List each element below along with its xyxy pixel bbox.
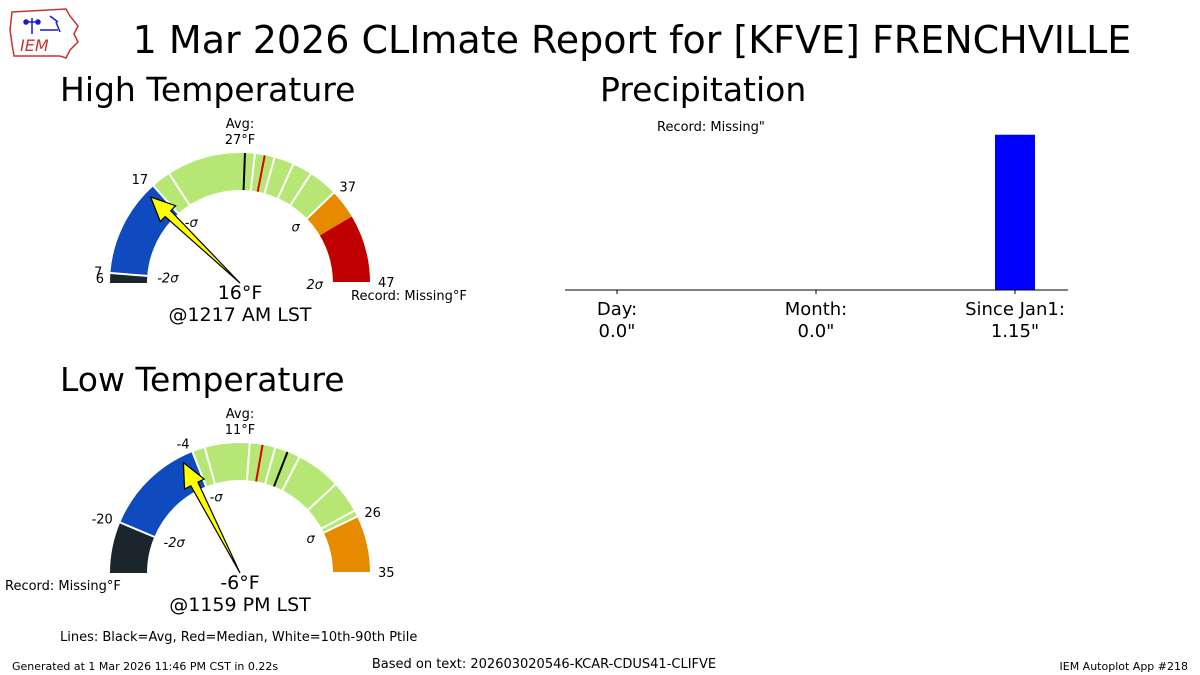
- low-temp-title: Low Temperature: [60, 360, 345, 399]
- gauge-low-needle: [182, 461, 241, 574]
- footer-app: IEM Autoplot App #218: [1060, 660, 1189, 673]
- gauge-low-percentile-line: [321, 509, 355, 530]
- precip-value-label: 1.15": [991, 321, 1039, 342]
- page-title: 1 Mar 2026 CLImate Report for [KFVE] FRE…: [133, 18, 1132, 62]
- gauge-low-tick-label: 26: [364, 506, 381, 521]
- gauge-low-boundary-line: [119, 521, 155, 538]
- footer-generated: Generated at 1 Mar 2026 11:46 PM CST in …: [12, 660, 278, 673]
- gauge-high-avg-label: Avg:: [226, 117, 254, 132]
- gauge-low-avg-value-label: 11°F: [225, 423, 256, 438]
- gauge-low-tick-label: -4: [177, 438, 190, 453]
- precip-category-label: Since Jan1:: [965, 299, 1065, 320]
- gauge-low-sigma-label: -σ: [210, 491, 224, 506]
- gauge-low-tick-label: 35: [378, 566, 395, 581]
- precip-bar: [995, 134, 1035, 290]
- gauge-low-segment-blue: [120, 451, 207, 537]
- gauge-high-sigma-label: σ: [292, 220, 301, 235]
- precip-bar-chart: Day:0.0"Month:0.0"Since Jan1:1.15": [565, 134, 1068, 342]
- gauge-low-segment-orange: [323, 516, 370, 573]
- gauge-low-avg-line: [273, 451, 289, 487]
- high-temp-gauge: Avg:27°F 7 17 37 47 6 -2σ -σ σ 2σ 16°F@1217 AM LST…: [94, 117, 467, 326]
- gauge-high-boundary-line: [152, 185, 179, 215]
- precip-title: Precipitation: [600, 70, 806, 109]
- gauge-low-segment-dark: [110, 522, 155, 573]
- gauge-low-time-label: @1159 PM LST: [169, 594, 311, 616]
- gauge-low-percentile-line: [203, 447, 216, 484]
- gauge-low-boundary-line: [323, 515, 358, 534]
- gauge-high-tick-label: 17: [132, 173, 149, 188]
- gauge-high-needle: [149, 196, 241, 284]
- gauge-low-percentile-line: [281, 456, 301, 491]
- gauge-low-median-line: [255, 444, 264, 482]
- precip-value-label: 0.0": [798, 321, 835, 342]
- high-temp-title: High Temperature: [60, 70, 355, 109]
- gauge-high-tick-label: 37: [339, 180, 356, 195]
- gauge-high-avg-value-label: 27°F: [225, 133, 256, 148]
- logo-text: IEM: [20, 36, 49, 55]
- gauge-high-percentile-line: [168, 173, 191, 206]
- footer-source: Based on text: 202603020546-KCAR-CDUS41-…: [372, 657, 716, 672]
- weather-station-icon: [23, 15, 61, 34]
- gauge-low-percentile-line: [264, 447, 277, 484]
- gauge-low-tick-label: -20: [92, 512, 113, 527]
- gauge-high-sigma-label: -σ: [185, 216, 199, 231]
- gauge-high-time-label: @1217 AM LST: [168, 304, 311, 326]
- gauge-high-percentile-line: [249, 153, 256, 191]
- gauge-high-tick-label: 7: [94, 265, 102, 280]
- gauge-high-min-label: 6: [96, 272, 104, 287]
- gauge-high-boundary-line: [110, 272, 148, 277]
- precip-category-label: Day:: [597, 299, 637, 320]
- gauge-high-median-line: [256, 155, 266, 192]
- precip-record-label: Record: Missing": [657, 120, 765, 135]
- precip-category-label: Month:: [785, 299, 847, 320]
- gauge-high-percentile-line: [263, 157, 276, 194]
- gauge-low-sigma-label: -2σ: [164, 536, 186, 551]
- gauge-low-segment-green: [192, 443, 358, 533]
- gauge-high-percentile-line: [289, 173, 312, 206]
- high-temp-record-label: Record: Missing°F: [351, 289, 467, 304]
- gauge-high-tick-label: 47: [378, 276, 395, 291]
- gauge-high-boundary-line: [306, 192, 335, 220]
- gauge-low-avg-label: Avg:: [226, 407, 254, 422]
- gauge-low-percentile-line: [245, 443, 251, 481]
- gauge-low-observed-label: -6°F: [220, 572, 259, 594]
- low-temp-gauge: Avg:11°F -20 -4 26 35 -2σ -σ σ -6°F@1159 PM LST R…: [5, 407, 395, 616]
- precip-value-label: 0.0": [599, 321, 636, 342]
- gauge-low-percentile-line: [307, 483, 336, 511]
- gauge-high-avg-line: [242, 153, 246, 191]
- gauge-high-segment-red: [319, 216, 370, 283]
- low-temp-record-label: Record: Missing°F: [5, 579, 121, 594]
- gauge-low-sigma-label: σ: [307, 532, 316, 547]
- gauge-high-sigma-label: 2σ: [306, 278, 323, 293]
- iem-logo: IEM: [9, 8, 79, 59]
- lines-legend-note: Lines: Black=Avg, Red=Median, White=10th…: [60, 630, 417, 645]
- gauge-high-observed-label: 16°F: [218, 282, 263, 304]
- gauge-high-percentile-line: [277, 163, 295, 199]
- gauge-low-boundary-line: [191, 451, 207, 487]
- gauge-high-sigma-label: -2σ: [157, 272, 179, 287]
